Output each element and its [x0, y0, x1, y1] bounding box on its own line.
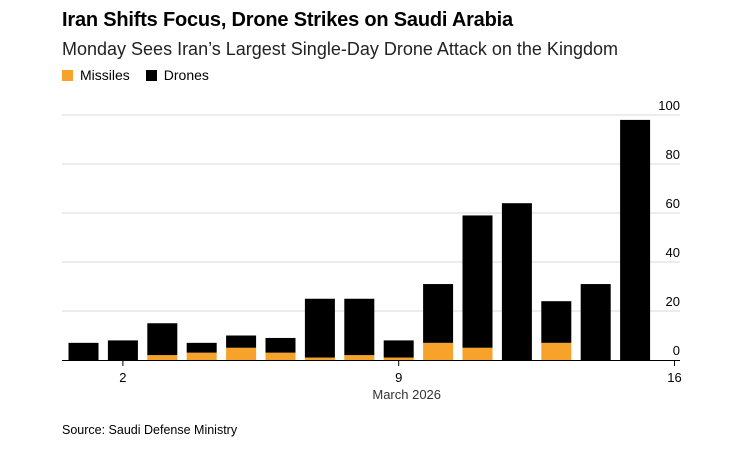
bar-missiles-10 [423, 342, 454, 360]
chart-legend: Missiles Drones [62, 67, 225, 83]
bar-drones-11 [462, 215, 493, 348]
bar-missiles-9 [383, 357, 414, 360]
legend-swatch-missiles [62, 69, 73, 81]
bar-drones-6 [265, 337, 296, 353]
x-tick-label-16: 16 [667, 370, 681, 385]
bar-missiles-8 [344, 355, 375, 360]
bar-missiles-4 [186, 352, 217, 360]
bar-drones-14 [580, 284, 611, 360]
bar-missiles-6 [265, 352, 296, 360]
y-tick-label-20: 20 [666, 294, 680, 309]
x-tick-label-2: 2 [119, 370, 126, 385]
bar-missiles-5 [226, 347, 257, 360]
legend-item-drones: Drones [145, 67, 209, 83]
legend-item-missiles: Missiles [62, 67, 130, 83]
y-tick-label-80: 80 [666, 147, 680, 162]
chart-subtitle: Monday Sees Iran’s Largest Single-Day Dr… [62, 39, 618, 59]
chart-title: Iran Shifts Focus, Drone Strikes on Saud… [62, 9, 513, 31]
y-tick-label-0: 0 [673, 343, 680, 358]
bar-drones-15 [620, 119, 651, 361]
y-tick-label-100: 100 [658, 98, 680, 113]
bar-drones-1 [68, 342, 99, 360]
bar-drones-12 [501, 203, 532, 360]
bar-drones-3 [147, 323, 178, 356]
source-note: Source: Saudi Defense Ministry [62, 423, 238, 437]
bar-drones-2 [107, 340, 138, 360]
bar-drones-10 [423, 284, 454, 343]
y-tick-label-60: 60 [666, 196, 680, 211]
bar-drones-8 [344, 298, 375, 356]
bar-missiles-3 [147, 355, 178, 360]
legend-swatch-drones [145, 69, 157, 81]
bar-drones-4 [186, 342, 217, 353]
legend-label-missiles: Missiles [80, 67, 130, 83]
bar-drones-7 [304, 298, 335, 358]
bar-drones-9 [383, 340, 414, 358]
y-tick-label-40: 40 [666, 245, 680, 260]
bar-missiles-7 [304, 357, 335, 360]
bar-missiles-11 [462, 347, 493, 360]
bar-drones-13 [541, 301, 572, 343]
x-axis-title: March 2026 [372, 387, 441, 402]
x-tick-label-9: 9 [395, 370, 402, 385]
legend-label-drones: Drones [163, 67, 209, 83]
bar-missiles-13 [541, 342, 572, 360]
bar-drones-5 [226, 335, 257, 348]
